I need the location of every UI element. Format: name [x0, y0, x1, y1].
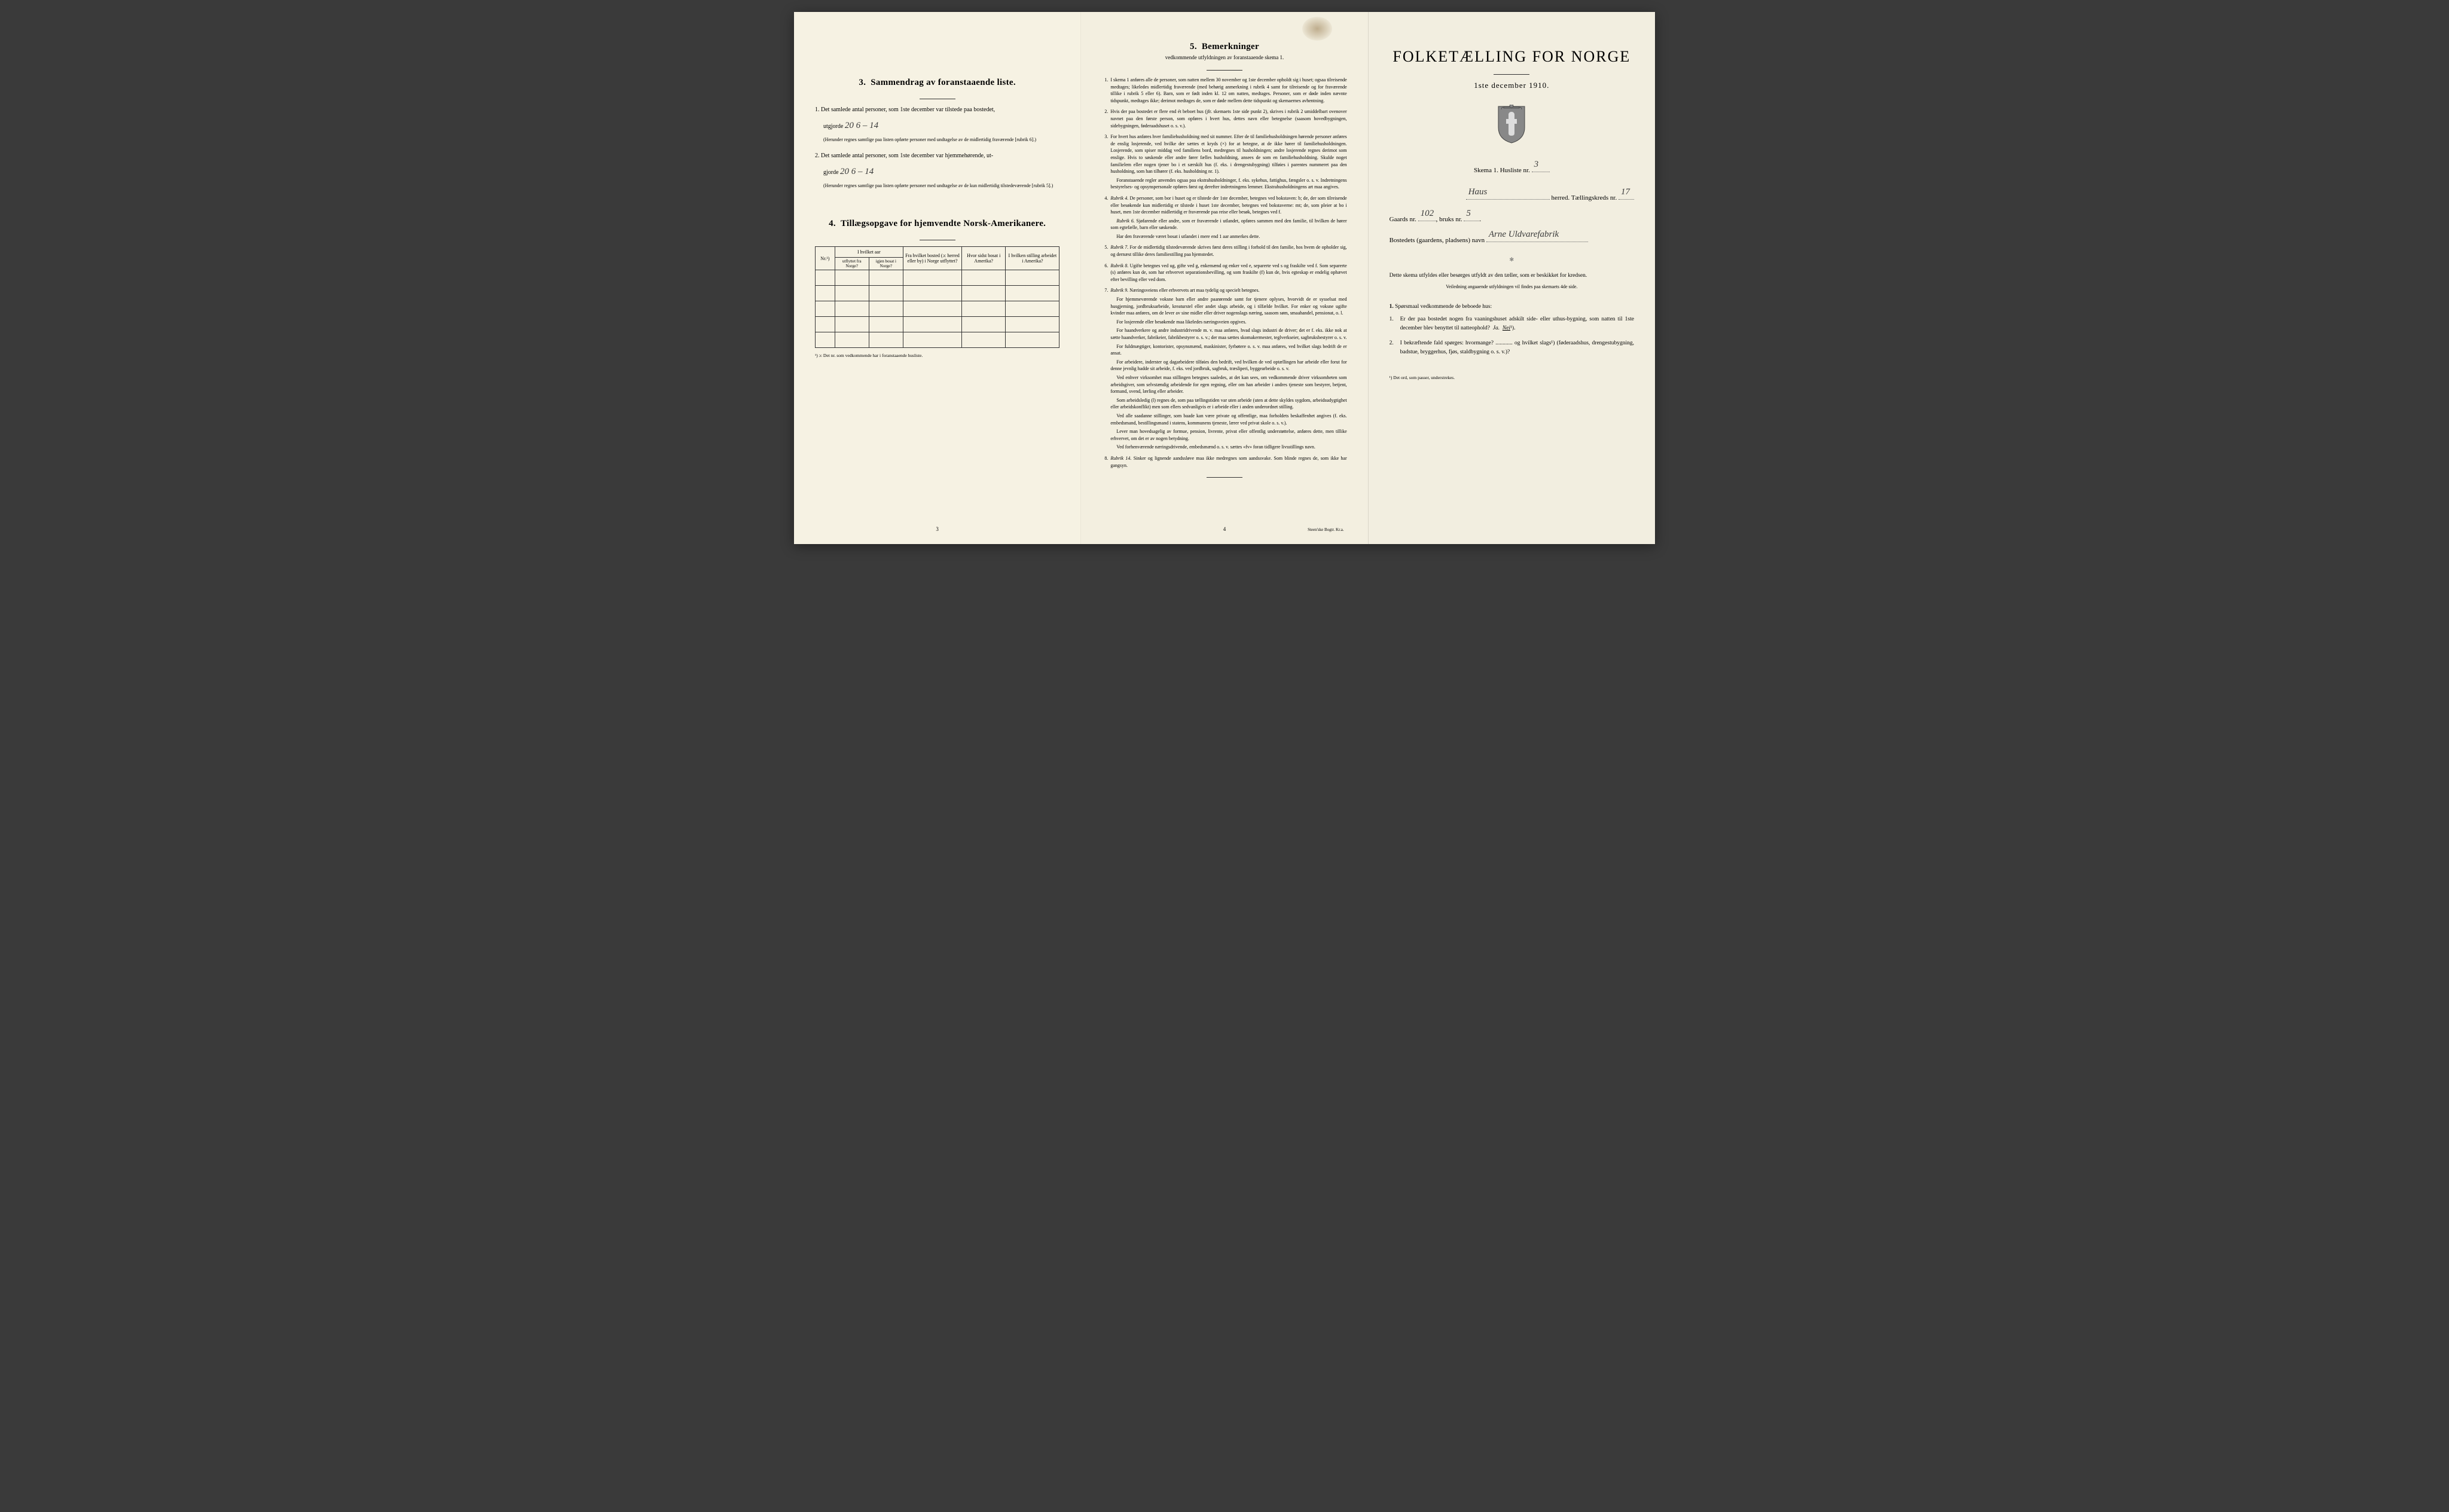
paper-stain	[1302, 17, 1332, 41]
page-middle: 5.Bemerkninger vedkommende utfyldningen …	[1081, 12, 1368, 544]
remark-item: 8.Rubrik 14. Sinker og lignende aandsslø…	[1102, 455, 1346, 469]
section-5-title: 5.Bemerkninger	[1102, 42, 1346, 52]
question-2: 2. I bekræftende fald spørges: hvormange…	[1390, 339, 1634, 357]
th-aar: I hvilket aar	[835, 247, 903, 258]
remark-item: 2.Hvis der paa bostedet er flere end ét …	[1102, 108, 1346, 129]
page-right: FOLKETÆLLING FOR NORGE 1ste december 191…	[1369, 12, 1655, 544]
remark-item: 4.Rubrik 4. De personer, som bor i huset…	[1102, 195, 1346, 240]
main-title: FOLKETÆLLING FOR NORGE	[1390, 48, 1634, 66]
instruction-2: Veiledning angaaende utfyldningen vil fi…	[1390, 283, 1634, 291]
section-3-title: 3.Sammendrag av foranstaaende liste.	[815, 78, 1059, 88]
remark-item: 3.For hvert hus anføres hver familiehush…	[1102, 133, 1346, 191]
section-4-title: 4.Tillægsopgave for hjemvendte Norsk-Ame…	[815, 219, 1059, 229]
summary-item-2: 2. Det samlede antal personer, som 1ste …	[815, 151, 1059, 161]
summary-value-2: gjorde 20 6 – 14	[823, 164, 1059, 179]
th-sidst: Hvor sidst bosat i Amerika?	[961, 247, 1005, 270]
coat-of-arms-icon	[1390, 105, 1634, 147]
th-utflyttet: utflyttet fra Norge?	[835, 258, 869, 270]
summary-note-2: (Herunder regnes samtlige paa listen opf…	[823, 182, 1059, 189]
table-row	[816, 286, 1059, 301]
remark-item: 6.Rubrik 8. Ugifte betegnes ved ug, gift…	[1102, 262, 1346, 283]
remarks-list: 1.I skema 1 anføres alle de personer, so…	[1102, 77, 1346, 469]
page-number: 4	[1223, 526, 1226, 532]
table-row	[816, 301, 1059, 317]
census-document: 3.Sammendrag av foranstaaende liste. 1. …	[794, 12, 1655, 544]
divider	[1494, 74, 1529, 75]
divider	[1207, 70, 1242, 71]
question-1: 1. Er der paa bostedet nogen fra vaaning…	[1390, 315, 1634, 333]
remark-item: 7.Rubrik 9. Næringsveiens eller erhverve…	[1102, 287, 1346, 450]
page-left: 3.Sammendrag av foranstaaende liste. 1. …	[794, 12, 1081, 544]
remark-item: 5.Rubrik 7. For de midlertidig tilstedev…	[1102, 244, 1346, 258]
table-footnote: ¹) ɔ: Det nr. som vedkommende har i fora…	[815, 353, 1059, 358]
question-block: 1. Spørsmaal vedkommende de beboede hus:…	[1390, 303, 1634, 357]
skema-line: Skema 1. Husliste nr. 3	[1390, 165, 1634, 177]
remark-item: 1.I skema 1 anføres alle de personer, so…	[1102, 77, 1346, 104]
footnote: ¹) Det ord, som passer, understrekes.	[1390, 375, 1634, 380]
bosted-line: Bostedets (gaardens, pladsens) navn Arne…	[1390, 235, 1634, 247]
summary-note-1: (Herunder regnes samtlige paa listen opf…	[823, 136, 1059, 143]
summary-value-1: utgjorde 20 6 – 14	[823, 118, 1059, 133]
th-igjen: igjen bosat i Norge?	[869, 258, 903, 270]
census-date: 1ste december 1910.	[1390, 81, 1634, 90]
gaards-line: Gaards nr. 102, bruks nr. 5.	[1390, 214, 1634, 226]
divider	[1207, 477, 1242, 478]
summary-item-1: 1. Det samlede antal personer, som 1ste …	[815, 105, 1059, 115]
page-number: 3	[936, 526, 939, 532]
norsk-amerikanere-table: Nr.¹) I hvilket aar Fra hvilket bosted (…	[815, 246, 1059, 348]
th-nr: Nr.¹)	[816, 247, 835, 270]
th-stilling: I hvilken stilling arbeidet i Amerika?	[1006, 247, 1059, 270]
section-5-subtitle: vedkommende utfyldningen av foranstaaend…	[1102, 54, 1346, 60]
th-bosted: Fra hvilket bosted (ɔ: herred eller by) …	[903, 247, 961, 270]
herred-line: Haus herred. Tællingskreds nr. 17	[1390, 193, 1634, 204]
printer-credit: Steen'ske Bogtr. Kr.a.	[1308, 527, 1344, 532]
separator-ornament: ✻	[1390, 256, 1634, 263]
table-row	[816, 332, 1059, 348]
instruction-1: Dette skema utfyldes eller besørges utfy…	[1390, 271, 1634, 280]
question-header: 1. Spørsmaal vedkommende de beboede hus:	[1390, 303, 1634, 311]
table-row	[816, 270, 1059, 286]
table-row	[816, 317, 1059, 332]
